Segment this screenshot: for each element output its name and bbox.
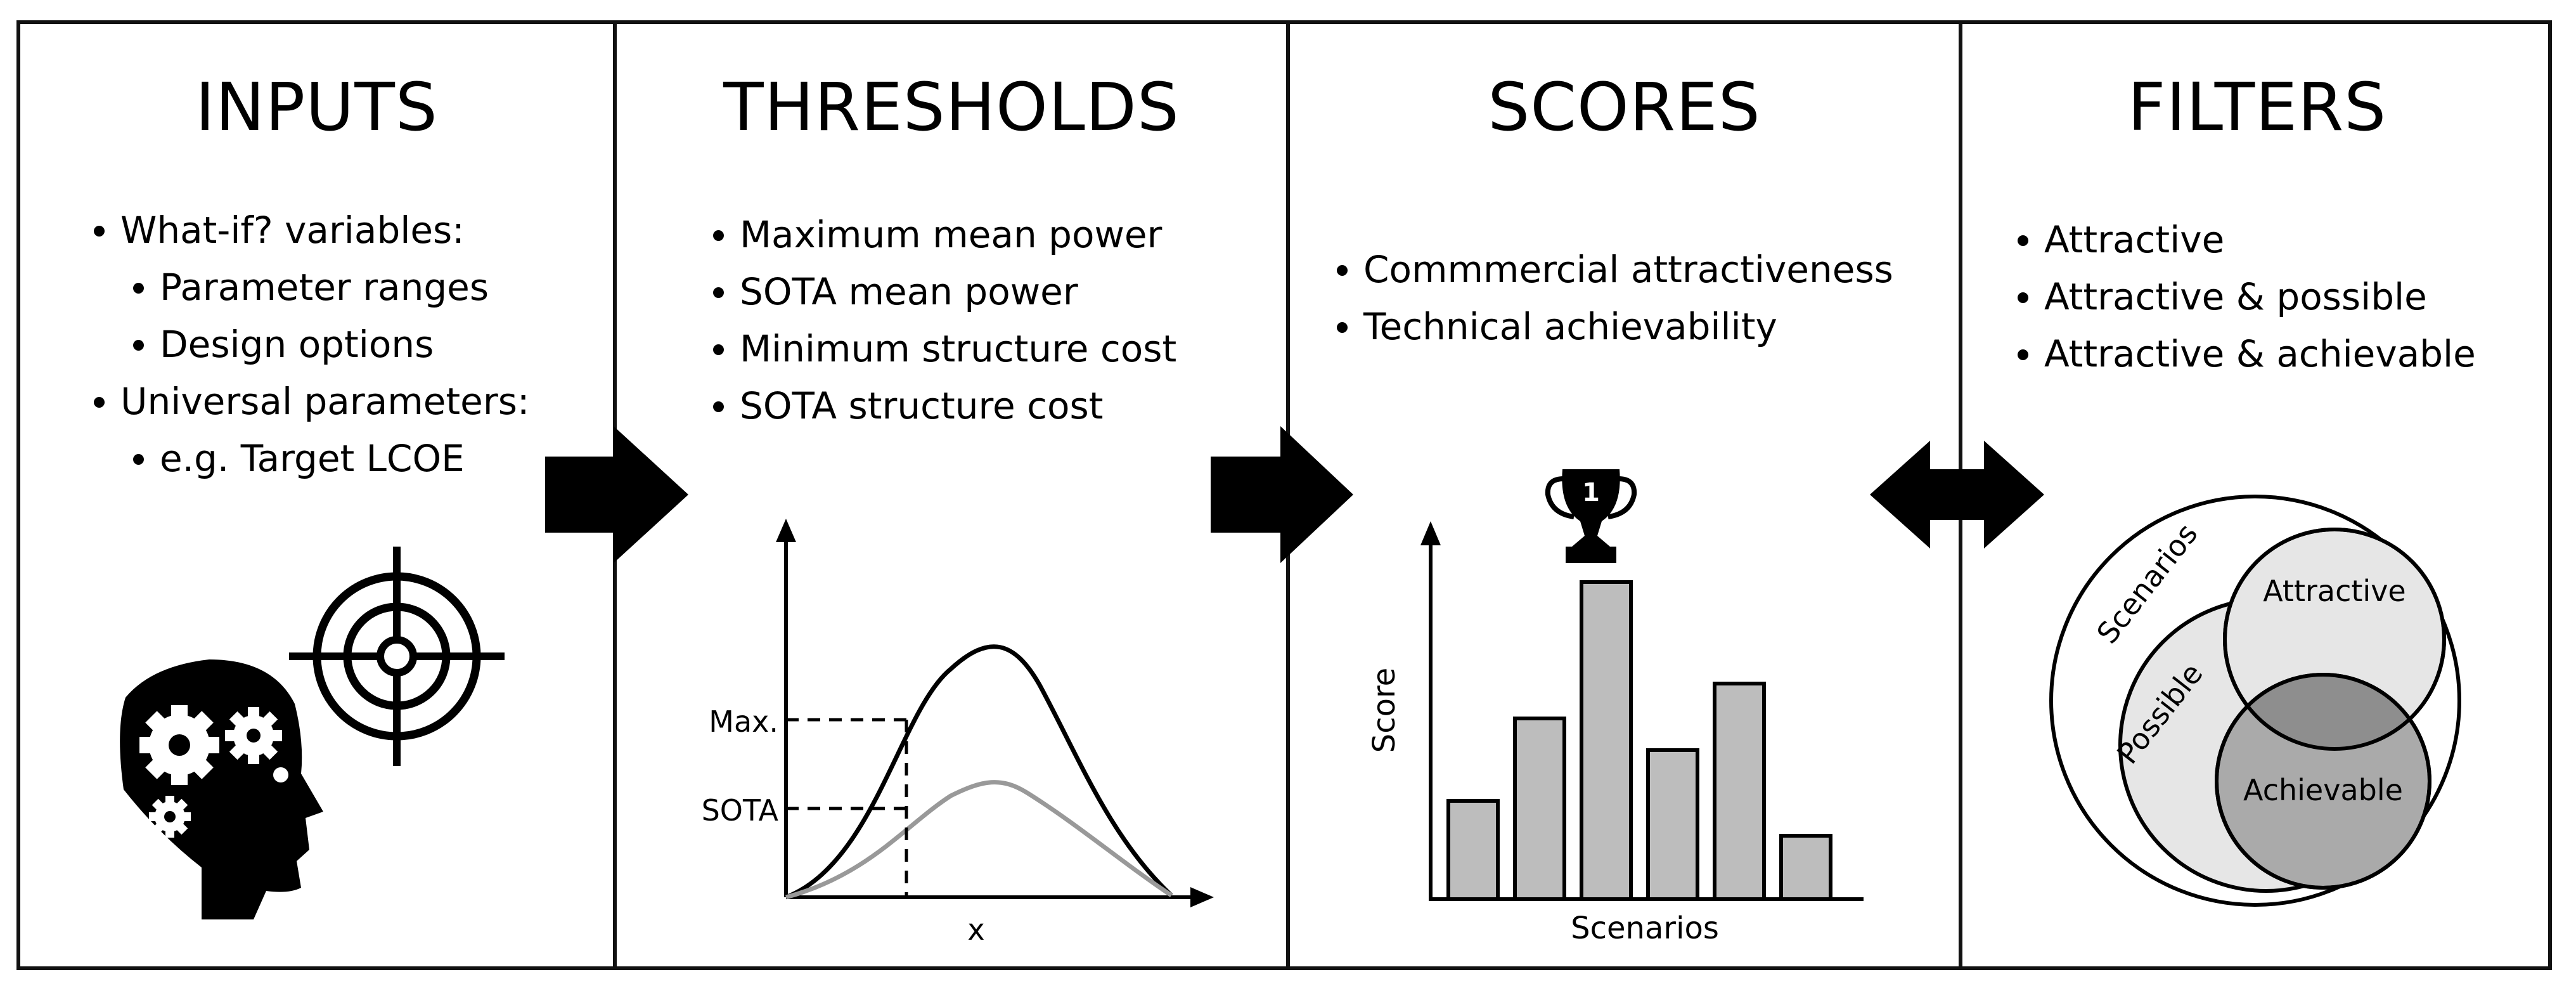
score-bar — [1446, 799, 1500, 901]
inputs-item: What-if? variables: — [90, 202, 529, 259]
inputs-item: Parameter ranges — [129, 259, 529, 316]
inputs-item: Universal parameters: — [90, 373, 529, 430]
thresholds-title: THRESHOLDS — [723, 68, 1180, 146]
inputs-title: INPUTS — [195, 68, 438, 146]
chart-y-arrowhead — [1420, 521, 1441, 545]
thresholds-item: SOTA mean power — [709, 263, 1176, 320]
thresholds-panel: THRESHOLDS Maximum mean power SOTA mean … — [617, 24, 1286, 966]
venn-attractive-label: Attractive — [2263, 574, 2405, 608]
filters-panel: FILTERS Attractive Attractive & possible… — [1962, 24, 2552, 966]
score-bar — [1646, 748, 1699, 901]
arrow-right-icon — [1211, 426, 1353, 563]
arrow-right-icon — [545, 426, 688, 563]
plot-y-arrowhead — [776, 519, 796, 542]
inputs-panel: INPUTS What-if? variables: Parameter ran… — [20, 24, 613, 966]
score-bar — [1713, 682, 1766, 901]
max-label: Max. — [709, 704, 778, 739]
trophy-icon: 1 — [1545, 469, 1637, 563]
double-arrow-icon — [1870, 441, 2044, 548]
thresholds-item: Minimum structure cost — [709, 320, 1176, 377]
head-gears-icon — [120, 659, 323, 919]
thresholds-item: Maximum mean power — [709, 206, 1176, 263]
filters-item: Attractive & achievable — [2014, 325, 2476, 382]
thresholds-item: SOTA structure cost — [709, 377, 1176, 434]
filters-item: Attractive — [2014, 211, 2476, 268]
score-bar — [1779, 834, 1832, 901]
inputs-item: e.g. Target LCOE — [129, 430, 529, 487]
scores-item: Technical achievability — [1333, 298, 1893, 355]
inputs-list: What-if? variables: Parameter ranges Des… — [90, 202, 529, 487]
filters-item: Attractive & possible — [2014, 268, 2476, 325]
diagram-frame — [16, 20, 2552, 970]
scores-list: Commmercial attractiveness Technical ach… — [1333, 241, 1893, 355]
x-axis-label: x — [967, 912, 984, 947]
inputs-item: Design options — [129, 316, 529, 373]
sota-curve — [785, 780, 1173, 900]
score-bar — [1580, 580, 1633, 901]
trophy-label: 1 — [1582, 478, 1600, 507]
chart-x-label: Scenarios — [1571, 911, 1719, 946]
venn-achievable-label: Achievable — [2243, 773, 2403, 807]
scores-panel: SCORES Commmercial attractiveness Techni… — [1290, 24, 1959, 966]
thresholds-list: Maximum mean power SOTA mean power Minim… — [709, 206, 1176, 434]
chart-y-label: Score — [1367, 668, 1402, 753]
target-icon — [289, 547, 505, 766]
scores-item: Commmercial attractiveness — [1333, 241, 1893, 298]
scores-title: SCORES — [1488, 68, 1761, 146]
plot-x-arrowhead — [1190, 887, 1214, 907]
sota-label: SOTA — [702, 793, 779, 828]
filters-title: FILTERS — [2127, 68, 2387, 146]
score-bar — [1513, 717, 1566, 901]
filters-list: Attractive Attractive & possible Attract… — [2014, 211, 2476, 382]
max-curve — [785, 644, 1173, 900]
